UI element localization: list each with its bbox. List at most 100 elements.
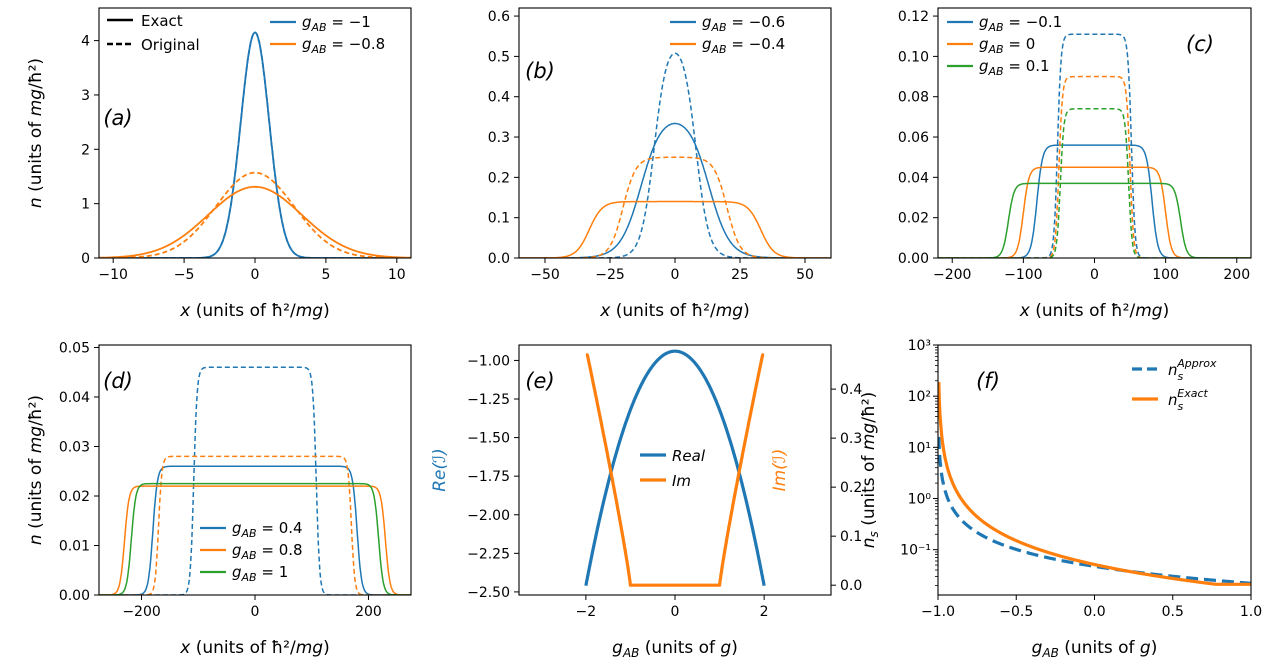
x-axis-label: x (units of ħ²/mg) bbox=[599, 301, 749, 321]
y-axis-label-right: Im(ℐ) bbox=[770, 449, 790, 492]
x-tick-label: 0 bbox=[671, 267, 680, 283]
series-original-line bbox=[519, 156, 831, 258]
x-tick-label: 10 bbox=[388, 267, 406, 283]
series-exact-line bbox=[519, 200, 831, 258]
panel-label: (e) bbox=[525, 369, 554, 393]
legend-label: gAB = 0.8 bbox=[232, 541, 303, 562]
x-tick-label: 0 bbox=[671, 604, 680, 620]
y-tick-label: 0.00 bbox=[59, 588, 90, 604]
series-exact-line bbox=[99, 465, 411, 595]
panel-b: −50 −25 0 25 50 0.0 0.1 0.2 0.3 0.4 0.5 0.6 (b) x (un… bbox=[488, 7, 832, 321]
x-tick-label: 200 bbox=[355, 604, 382, 620]
legend-label: gAB = −1 bbox=[302, 13, 371, 34]
series-exact-line bbox=[938, 166, 1251, 258]
y-tick-label: 0.6 bbox=[488, 9, 510, 25]
y-tick-label: 3 bbox=[81, 88, 90, 104]
legend-label: gAB = 1 bbox=[232, 563, 288, 584]
x-axis-label: gAB (units of g) bbox=[612, 638, 738, 659]
y-tick-label: 0.00 bbox=[898, 251, 929, 267]
panel-label: (a) bbox=[103, 106, 132, 130]
y-tick-label: 0.05 bbox=[59, 340, 90, 356]
x-tick-label: −5 bbox=[174, 267, 195, 283]
legend-label: gAB = −0.1 bbox=[979, 13, 1062, 34]
y-tick-label: 1 bbox=[81, 197, 90, 213]
legend-label: Real bbox=[672, 447, 706, 465]
x-tick-label: 0.5 bbox=[1162, 604, 1184, 620]
y-axis-label: ns (units of mg/ħ²) bbox=[859, 392, 881, 548]
x-tick-label: −0.5 bbox=[999, 604, 1033, 620]
y-axis-label: n (units of mg/ħ²) bbox=[26, 58, 46, 208]
y-tick-label: 0.02 bbox=[59, 489, 90, 505]
legend-label: nsApprox bbox=[1168, 357, 1217, 383]
panel-label: (b) bbox=[525, 59, 555, 83]
y-tick-label: 10³ bbox=[908, 338, 931, 354]
x-axis-label: x (units of ħ²/mg) bbox=[179, 301, 329, 321]
y-tick-label: 0.1 bbox=[488, 211, 510, 227]
legend-label: gAB = −0.4 bbox=[702, 35, 785, 56]
y-tick-label: 0.4 bbox=[488, 90, 510, 106]
panel-e: −2 0 2 −2.50 −2.25 −2.00 −1.75 −1.50 −1.25 −1.00 0… bbox=[430, 344, 862, 659]
series-exact-line bbox=[519, 122, 831, 258]
y-tick-label: 0.10 bbox=[898, 49, 929, 65]
x-tick-label: 200 bbox=[1223, 267, 1250, 283]
series-exact-line bbox=[938, 381, 1251, 586]
x-tick-label: 100 bbox=[1152, 267, 1179, 283]
series-approx-line bbox=[938, 436, 1251, 585]
y-tick-label: −2.25 bbox=[467, 546, 510, 562]
y-tick-label: 0.06 bbox=[898, 130, 929, 146]
x-tick-label: 0 bbox=[251, 267, 260, 283]
y-tick-label: 0.12 bbox=[898, 9, 929, 25]
x-tick-label: 25 bbox=[731, 267, 749, 283]
y-tick-label: 4 bbox=[81, 34, 90, 50]
series-exact-line bbox=[99, 31, 411, 258]
y-tick-label: 10⁰ bbox=[908, 491, 932, 507]
x-tick-label: −25 bbox=[595, 267, 625, 283]
y-axis-label-left: Re(ℐ) bbox=[430, 448, 450, 492]
plot-area bbox=[99, 31, 411, 258]
legend-label: gAB = −0.8 bbox=[302, 35, 385, 56]
y-tick-label: −1.75 bbox=[467, 469, 510, 485]
x-tick-label: 0.0 bbox=[1083, 604, 1105, 620]
x-tick-label: 0 bbox=[251, 604, 260, 620]
panel-label: (f) bbox=[976, 369, 1000, 393]
y-tick-label: 10⁻¹ bbox=[900, 543, 931, 559]
y-tick-label-right: 0.3 bbox=[840, 431, 862, 447]
y-tick-label: 0.02 bbox=[898, 211, 929, 227]
legend-label: Im bbox=[672, 472, 691, 490]
series-exact-line bbox=[938, 144, 1251, 258]
x-tick-label: 1.0 bbox=[1240, 604, 1262, 620]
series-original-line bbox=[938, 75, 1251, 258]
legend-label: Exact bbox=[141, 12, 183, 30]
x-tick-label: −1.0 bbox=[921, 604, 955, 620]
x-tick-label: −2 bbox=[576, 604, 597, 620]
series-original-line bbox=[99, 455, 411, 595]
legend-label: gAB = 0.1 bbox=[979, 57, 1050, 78]
y-tick-label: 0.5 bbox=[488, 49, 510, 65]
panel-d: −200 0 200 0.00 0.01 0.02 0.03 0.04 0.05 (d) x (un… bbox=[26, 340, 412, 658]
y-tick-label: 2 bbox=[81, 142, 90, 158]
legend-label: nsExact bbox=[1168, 387, 1208, 413]
y-tick-label: 0.03 bbox=[59, 439, 90, 455]
x-axis-label: x (units of ħ²/mg) bbox=[1019, 301, 1169, 321]
x-tick-label: −10 bbox=[98, 267, 128, 283]
panel-label: (d) bbox=[103, 369, 133, 393]
series-real-line bbox=[584, 349, 766, 586]
y-tick-label: 10¹ bbox=[908, 440, 931, 456]
legend-label: gAB = 0 bbox=[979, 35, 1035, 56]
plot-area bbox=[938, 381, 1251, 586]
x-tick-label: 2 bbox=[760, 604, 769, 620]
y-tick-label-right: 0.2 bbox=[840, 480, 862, 496]
y-tick-label: 0 bbox=[81, 251, 90, 267]
x-axis-label: gAB (units of g) bbox=[1032, 638, 1158, 659]
panel-a: −10 −5 0 5 10 0 1 2 3 4 (a) x (units of ħ²/mg) n (un… bbox=[26, 7, 412, 321]
series-original-line bbox=[99, 31, 411, 258]
y-tick-label-right: 0.4 bbox=[840, 382, 862, 398]
x-tick-label: 50 bbox=[796, 267, 814, 283]
y-tick-label: −1.00 bbox=[467, 353, 510, 369]
y-axis-label: n (units of mg/ħ²) bbox=[26, 395, 46, 545]
panel-f: −1.0 −0.5 0.0 0.5 1.0 10⁻¹ 10⁰ 10¹ 10² 10³ (f) gAB … bbox=[859, 338, 1262, 659]
y-tick-label: 10² bbox=[908, 389, 931, 405]
y-tick-label: 0.01 bbox=[59, 538, 90, 554]
x-tick-label: −200 bbox=[933, 267, 971, 283]
y-tick-label: 0.2 bbox=[488, 170, 510, 186]
